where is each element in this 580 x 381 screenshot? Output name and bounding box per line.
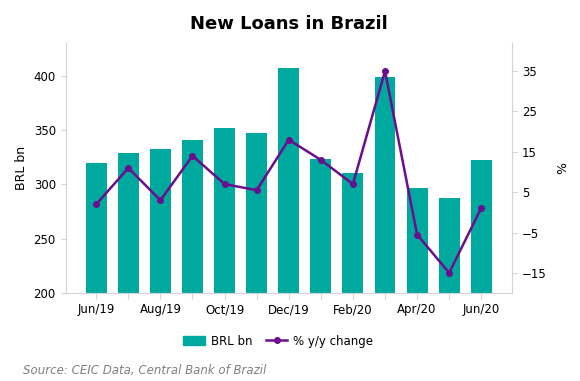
% y/y change [349,182,356,186]
% y/y change [382,69,389,74]
% y/y change [445,271,452,275]
Bar [182,140,203,381]
Title: New Loans in Brazil: New Loans in Brazil [190,15,387,33]
% y/y change [157,198,164,203]
% y/y change [414,232,420,237]
Y-axis label: BRL bn: BRL bn [15,146,28,190]
% y/y change [125,166,132,170]
Bar [310,159,331,381]
% y/y change [253,188,260,192]
Legend: BRL bn, % y/y change: BRL bn, % y/y change [179,330,378,352]
Bar [407,187,427,381]
Bar [471,160,492,381]
% y/y change [221,182,228,186]
Bar [214,128,235,381]
Text: Source: CEIC Data, Central Bank of Brazil: Source: CEIC Data, Central Bank of Brazi… [23,364,266,377]
Bar [86,163,107,381]
Line: % y/y change: % y/y change [93,68,484,276]
Bar [375,77,396,381]
% y/y change [317,158,324,162]
Y-axis label: %: % [552,162,565,174]
Bar [118,153,139,381]
% y/y change [478,206,485,210]
Bar [343,173,363,381]
Bar [278,68,299,381]
% y/y change [93,202,100,207]
Bar [438,199,459,381]
Bar [150,149,171,381]
% y/y change [285,138,292,142]
% y/y change [189,154,196,158]
Bar [246,133,267,381]
